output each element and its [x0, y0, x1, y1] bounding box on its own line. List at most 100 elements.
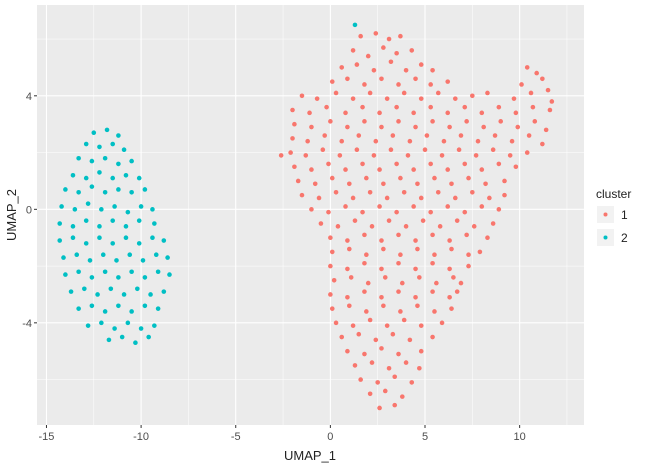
point-cluster-2	[83, 241, 89, 246]
point-cluster-1	[333, 189, 339, 195]
point-cluster-1	[379, 238, 384, 243]
point-cluster-1	[479, 110, 485, 116]
point-cluster-1	[379, 76, 384, 82]
point-cluster-1	[403, 224, 409, 229]
point-cluster-1	[415, 246, 420, 252]
point-cluster-1	[398, 175, 403, 181]
x-tick-label: -10	[133, 431, 149, 443]
point-cluster-1	[329, 175, 335, 181]
point-cluster-1	[388, 59, 394, 65]
point-cluster-1	[454, 218, 460, 223]
point-cluster-1	[430, 67, 435, 73]
point-cluster-2	[119, 334, 125, 340]
point-cluster-1	[292, 164, 297, 170]
point-cluster-1	[479, 204, 485, 209]
point-cluster-1	[292, 121, 297, 127]
point-cluster-2	[59, 204, 64, 209]
point-cluster-1	[445, 167, 451, 172]
point-cluster-1	[492, 133, 498, 138]
point-cluster-1	[350, 323, 356, 328]
point-cluster-2	[142, 275, 148, 280]
point-cluster-1	[534, 70, 539, 76]
point-cluster-1	[358, 33, 363, 39]
point-cluster-2	[76, 269, 81, 275]
point-cluster-2	[136, 241, 142, 246]
point-cluster-2	[85, 323, 91, 328]
point-cluster-2	[112, 326, 117, 331]
point-cluster-1	[337, 153, 343, 158]
point-cluster-1	[424, 133, 430, 138]
point-cluster-1	[333, 90, 339, 96]
point-cluster-1	[373, 138, 379, 144]
point-cluster-1	[339, 65, 345, 70]
point-cluster-1	[464, 232, 469, 238]
x-tick-label: 10	[514, 431, 526, 443]
point-cluster-1	[360, 209, 365, 215]
point-cluster-1	[394, 209, 399, 215]
point-cluster-1	[401, 90, 407, 96]
point-cluster-2	[138, 326, 144, 331]
point-cluster-1	[326, 209, 331, 215]
point-cluster-1	[377, 204, 382, 209]
point-cluster-1	[379, 346, 384, 351]
point-cluster-1	[437, 224, 443, 229]
point-cluster-1	[386, 36, 392, 42]
point-cluster-1	[339, 138, 345, 144]
point-cluster-1	[413, 294, 418, 300]
point-cluster-2	[97, 235, 102, 241]
point-cluster-1	[367, 391, 373, 397]
point-cluster-1	[328, 263, 333, 269]
point-cluster-1	[475, 138, 481, 144]
point-cluster-2	[68, 289, 74, 294]
point-cluster-1	[386, 365, 392, 371]
point-cluster-1	[295, 178, 301, 184]
point-cluster-1	[399, 394, 405, 399]
point-cluster-2	[129, 158, 134, 164]
point-cluster-1	[526, 133, 532, 138]
point-cluster-1	[396, 260, 401, 266]
point-cluster-1	[477, 249, 483, 255]
point-cluster-2	[83, 175, 89, 181]
point-cluster-1	[471, 224, 477, 229]
point-cluster-1	[490, 147, 496, 153]
point-cluster-1	[407, 138, 413, 144]
point-cluster-1	[487, 195, 492, 201]
point-cluster-1	[490, 221, 496, 226]
point-cluster-2	[89, 184, 95, 189]
point-cluster-2	[121, 292, 127, 297]
point-cluster-2	[135, 286, 140, 292]
point-cluster-1	[407, 337, 413, 343]
point-cluster-1	[335, 224, 341, 229]
point-cluster-1	[547, 107, 553, 113]
point-cluster-2	[142, 187, 148, 192]
point-cluster-1	[452, 195, 458, 201]
point-cluster-1	[462, 161, 468, 167]
point-cluster-1	[364, 309, 369, 314]
point-cluster-1	[509, 138, 515, 144]
point-cluster-1	[430, 289, 435, 294]
point-cluster-1	[369, 360, 375, 365]
point-cluster-2	[155, 306, 161, 311]
point-cluster-1	[356, 133, 362, 138]
point-cluster-1	[445, 204, 451, 209]
point-cluster-1	[381, 45, 386, 50]
point-cluster-1	[396, 232, 401, 238]
point-cluster-1	[413, 124, 418, 130]
point-cluster-1	[454, 289, 460, 294]
point-cluster-1	[449, 181, 454, 187]
point-cluster-1	[345, 294, 350, 300]
legend-key-2	[603, 235, 608, 240]
point-cluster-1	[498, 119, 504, 124]
point-cluster-1	[447, 124, 452, 130]
point-cluster-1	[392, 402, 398, 408]
point-cluster-1	[496, 104, 502, 110]
point-cluster-1	[545, 87, 551, 93]
point-cluster-1	[328, 119, 333, 124]
point-cluster-1	[343, 167, 348, 172]
legend-label-1: 1	[621, 208, 628, 222]
point-cluster-1	[358, 377, 363, 382]
point-cluster-1	[530, 104, 536, 110]
point-cluster-1	[314, 96, 320, 101]
point-cluster-2	[116, 133, 121, 138]
